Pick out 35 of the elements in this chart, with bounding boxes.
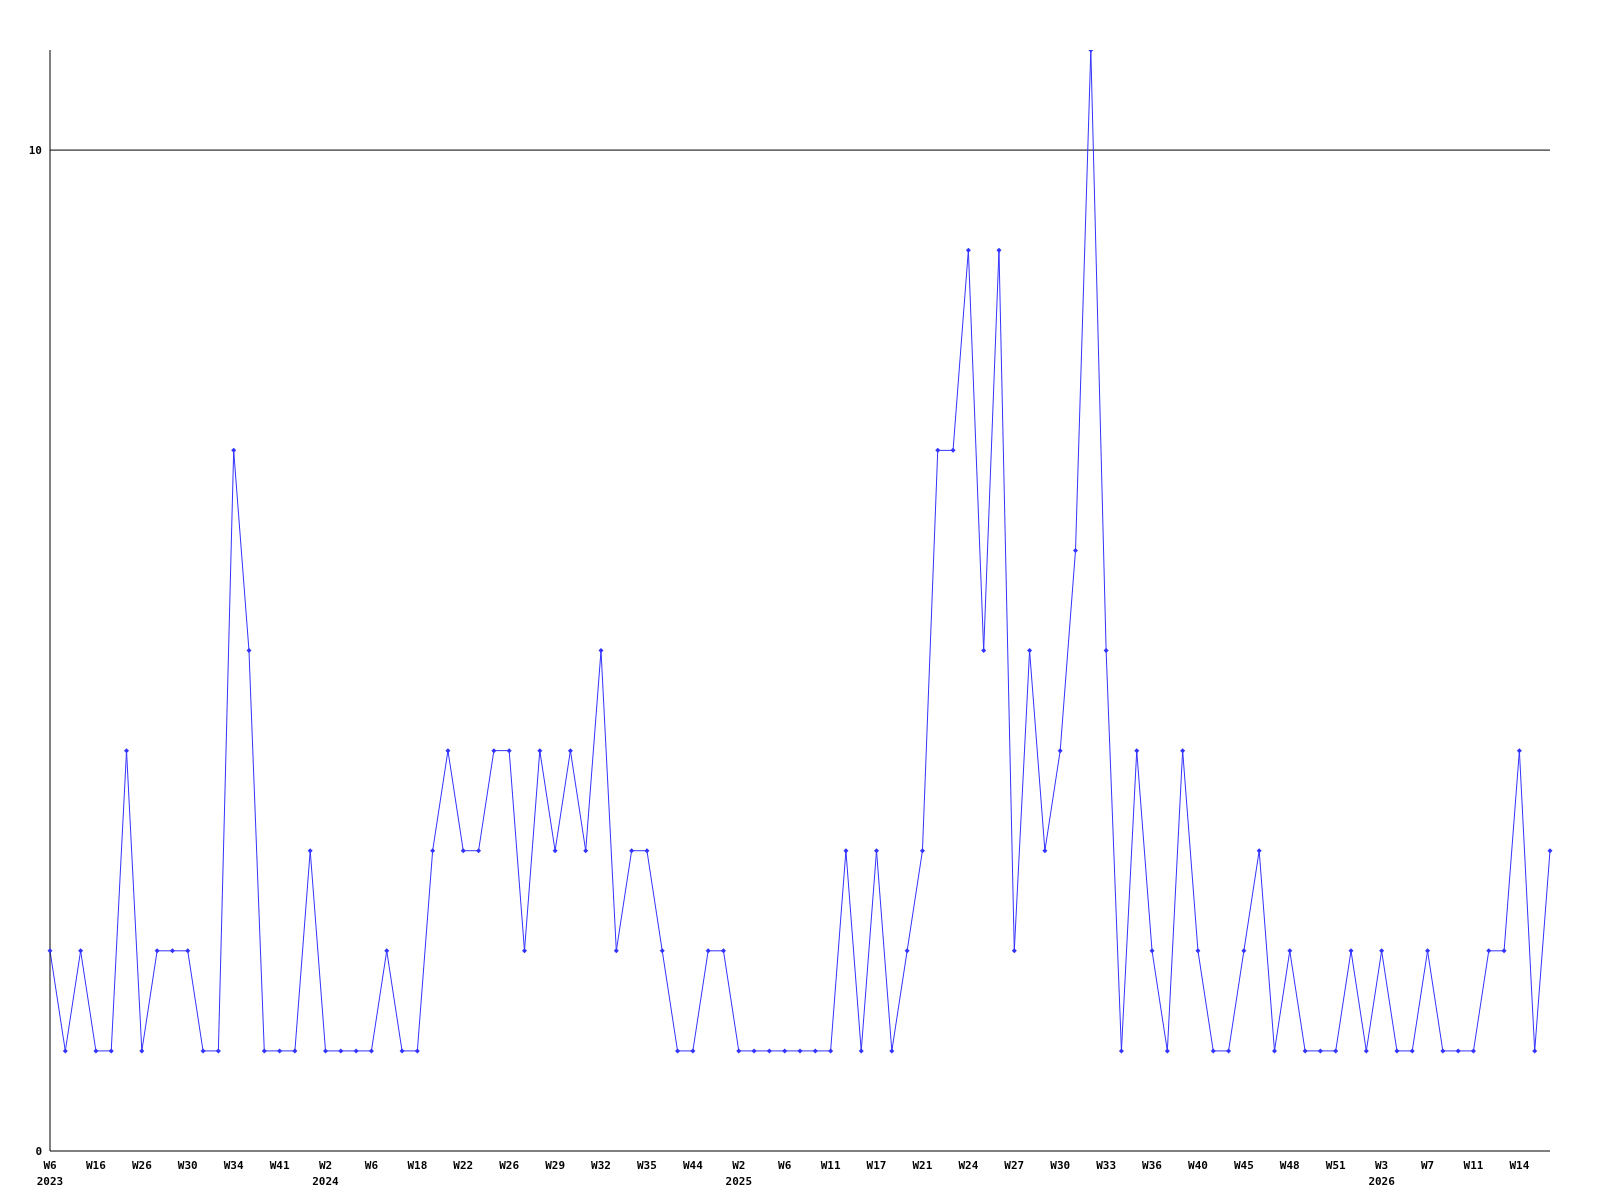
x-tick-label: W36 [1142, 1159, 1163, 1172]
x-tick-label: W24 [958, 1159, 979, 1172]
x-tick-label: W48 [1279, 1159, 1300, 1172]
x-tick-label: W2 2025 [725, 1159, 753, 1188]
y-tick-label: 0 [35, 1144, 42, 1158]
x-tick-label: W6 [778, 1159, 792, 1172]
x-tick-label: W6 [364, 1159, 379, 1172]
x-tick-label: W34 [223, 1159, 244, 1172]
x-tick-label: W22 [453, 1159, 474, 1172]
x-tick-label: W27 [1004, 1159, 1025, 1172]
x-tick-label: W11 [1463, 1159, 1484, 1172]
x-tick-label: W26 [499, 1159, 520, 1172]
x-tick-label: W6 2023 [36, 1159, 64, 1188]
x-tick-label: W33 [1096, 1159, 1117, 1172]
x-tick-label: W7 [1420, 1159, 1435, 1172]
x-tick-label: W35 [637, 1159, 657, 1172]
x-tick-label: W51 [1325, 1159, 1347, 1172]
x-tick-label: W30 [1050, 1159, 1071, 1172]
x-tick-label: W3 2026 [1368, 1159, 1396, 1188]
x-tick-label: W21 [912, 1159, 933, 1172]
x-tick-label: W17 [866, 1159, 887, 1172]
x-tick-label: W14 [1509, 1159, 1530, 1172]
x-tick-label: W30 [177, 1159, 198, 1172]
x-tick-label: W40 [1188, 1159, 1208, 1172]
x-tick-label: W16 [85, 1159, 107, 1172]
x-tick-label: W44 [682, 1159, 704, 1172]
x-tick-label: W18 [407, 1159, 428, 1172]
x-tick-label: W41 [269, 1159, 290, 1172]
x-tick-label: W11 [820, 1159, 841, 1172]
x-tick-label: W32 [591, 1159, 611, 1172]
x-tick-label: W26 [131, 1159, 153, 1172]
x-tick-label: W45 [1233, 1159, 1254, 1172]
x-tick-label: W2 2024 [312, 1159, 340, 1188]
x-tick-label: W29 [545, 1159, 566, 1172]
y-tick-label: 10 [28, 144, 42, 157]
